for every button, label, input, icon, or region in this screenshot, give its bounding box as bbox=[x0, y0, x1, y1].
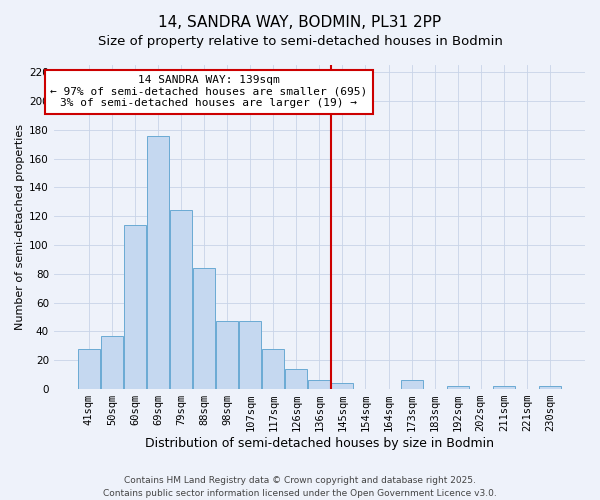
Bar bbox=[401, 380, 422, 389]
Bar bbox=[331, 384, 353, 389]
Bar bbox=[101, 336, 123, 389]
Bar bbox=[286, 369, 307, 389]
Bar bbox=[124, 225, 146, 389]
Bar bbox=[447, 386, 469, 389]
Bar bbox=[216, 322, 238, 389]
Text: 14 SANDRA WAY: 139sqm
← 97% of semi-detached houses are smaller (695)
3% of semi: 14 SANDRA WAY: 139sqm ← 97% of semi-deta… bbox=[50, 75, 367, 108]
Text: 14, SANDRA WAY, BODMIN, PL31 2PP: 14, SANDRA WAY, BODMIN, PL31 2PP bbox=[158, 15, 442, 30]
Y-axis label: Number of semi-detached properties: Number of semi-detached properties bbox=[15, 124, 25, 330]
Bar bbox=[170, 210, 192, 389]
Text: Size of property relative to semi-detached houses in Bodmin: Size of property relative to semi-detach… bbox=[98, 35, 502, 48]
Bar bbox=[262, 349, 284, 389]
Bar bbox=[539, 386, 561, 389]
Bar bbox=[147, 136, 169, 389]
Bar bbox=[493, 386, 515, 389]
X-axis label: Distribution of semi-detached houses by size in Bodmin: Distribution of semi-detached houses by … bbox=[145, 437, 494, 450]
Bar bbox=[78, 349, 100, 389]
Text: Contains HM Land Registry data © Crown copyright and database right 2025.
Contai: Contains HM Land Registry data © Crown c… bbox=[103, 476, 497, 498]
Bar bbox=[239, 322, 261, 389]
Bar bbox=[308, 380, 331, 389]
Bar bbox=[193, 268, 215, 389]
